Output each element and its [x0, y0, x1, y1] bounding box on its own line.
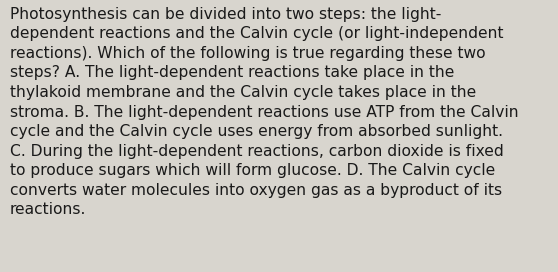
Text: Photosynthesis can be divided into two steps: the light-
dependent reactions and: Photosynthesis can be divided into two s…	[10, 7, 519, 217]
